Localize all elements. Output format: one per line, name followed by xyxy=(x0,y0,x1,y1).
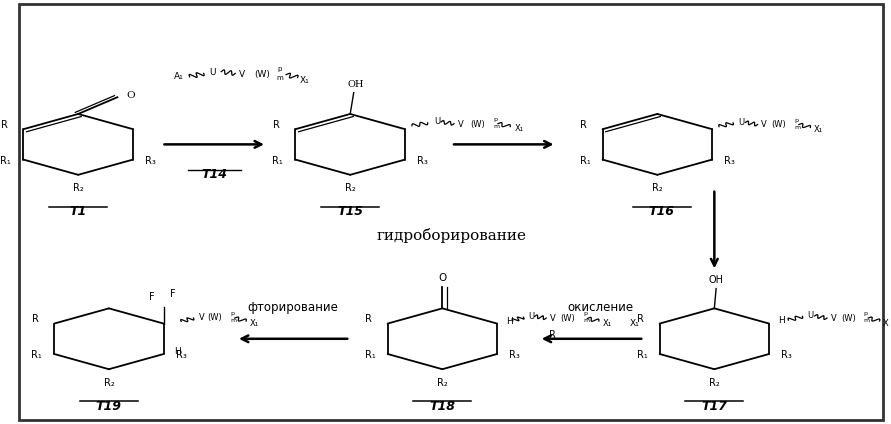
Text: U: U xyxy=(739,118,745,127)
Text: O: O xyxy=(438,273,446,283)
Text: R₁: R₁ xyxy=(31,350,42,360)
Text: V: V xyxy=(459,120,464,128)
Text: (W): (W) xyxy=(470,120,486,128)
Text: R: R xyxy=(273,120,280,130)
Text: R: R xyxy=(637,314,644,324)
Text: U: U xyxy=(528,312,535,321)
Text: V: V xyxy=(830,314,837,323)
Text: p: p xyxy=(230,310,234,315)
Text: T18: T18 xyxy=(429,400,455,413)
Text: X: X xyxy=(883,319,889,328)
Text: A₁: A₁ xyxy=(175,72,184,81)
Text: (W): (W) xyxy=(841,314,855,323)
Text: R₃: R₃ xyxy=(510,350,520,360)
Text: R₃: R₃ xyxy=(145,156,156,166)
Text: R₃: R₃ xyxy=(176,350,187,360)
Text: V: V xyxy=(550,314,555,323)
Text: H: H xyxy=(778,316,785,325)
Text: R₁: R₁ xyxy=(0,156,12,166)
Text: (W): (W) xyxy=(560,314,575,323)
Text: R₁: R₁ xyxy=(636,350,648,360)
Text: V: V xyxy=(761,120,767,129)
Text: T19: T19 xyxy=(96,400,122,413)
Text: H: H xyxy=(174,347,181,357)
Text: U: U xyxy=(807,312,813,321)
Text: O: O xyxy=(127,91,135,100)
Text: окисление: окисление xyxy=(568,301,634,314)
Text: X₁: X₁ xyxy=(515,124,524,133)
Text: R₃: R₃ xyxy=(417,156,428,166)
Text: U: U xyxy=(209,68,216,77)
Text: R₂: R₂ xyxy=(345,183,356,193)
Text: гидроборирование: гидроборирование xyxy=(376,228,526,243)
Text: T16: T16 xyxy=(649,205,674,218)
Text: F: F xyxy=(149,292,154,302)
Text: R₃: R₃ xyxy=(781,350,792,360)
Text: m: m xyxy=(494,124,500,129)
Text: T17: T17 xyxy=(701,400,727,413)
Text: X₁: X₁ xyxy=(630,320,640,329)
Text: T14: T14 xyxy=(201,167,227,181)
FancyBboxPatch shape xyxy=(20,4,883,420)
Text: T1: T1 xyxy=(69,205,86,218)
Text: m: m xyxy=(276,75,283,81)
Text: R₃: R₃ xyxy=(724,156,735,166)
Text: V: V xyxy=(199,313,204,322)
Text: R₁: R₁ xyxy=(579,156,591,166)
Text: p: p xyxy=(795,118,798,123)
Text: R: R xyxy=(580,120,587,130)
Text: T15: T15 xyxy=(337,205,364,218)
Text: X₁: X₁ xyxy=(249,319,258,328)
Text: m: m xyxy=(583,318,589,323)
Text: H: H xyxy=(506,317,512,326)
Text: F: F xyxy=(169,289,176,299)
Text: OH: OH xyxy=(347,80,364,89)
Text: X₁: X₁ xyxy=(813,125,823,134)
Text: m: m xyxy=(230,318,236,323)
Text: R: R xyxy=(365,314,372,324)
Text: (W): (W) xyxy=(255,70,270,79)
Text: R₂: R₂ xyxy=(652,183,663,193)
Text: R: R xyxy=(31,314,38,324)
Text: R: R xyxy=(550,330,556,340)
Text: OH: OH xyxy=(708,275,723,285)
Text: R₂: R₂ xyxy=(437,378,447,388)
Text: m: m xyxy=(795,125,801,130)
Text: m: m xyxy=(863,318,870,323)
Text: p: p xyxy=(863,311,868,316)
Text: X₁: X₁ xyxy=(299,75,309,85)
Text: R: R xyxy=(1,120,8,130)
Text: R₂: R₂ xyxy=(709,378,720,388)
Text: (W): (W) xyxy=(208,313,222,322)
Text: R₁: R₁ xyxy=(364,350,375,360)
Text: U: U xyxy=(434,117,440,126)
Text: X₁: X₁ xyxy=(602,319,611,328)
Text: (W): (W) xyxy=(772,120,787,129)
Text: фторирование: фторирование xyxy=(248,301,339,314)
Text: R₂: R₂ xyxy=(103,378,114,388)
Text: p: p xyxy=(494,117,497,122)
Text: p: p xyxy=(278,66,282,72)
Text: V: V xyxy=(239,70,245,79)
Text: R₂: R₂ xyxy=(73,183,84,193)
Text: p: p xyxy=(583,311,587,316)
Text: R₁: R₁ xyxy=(273,156,283,166)
